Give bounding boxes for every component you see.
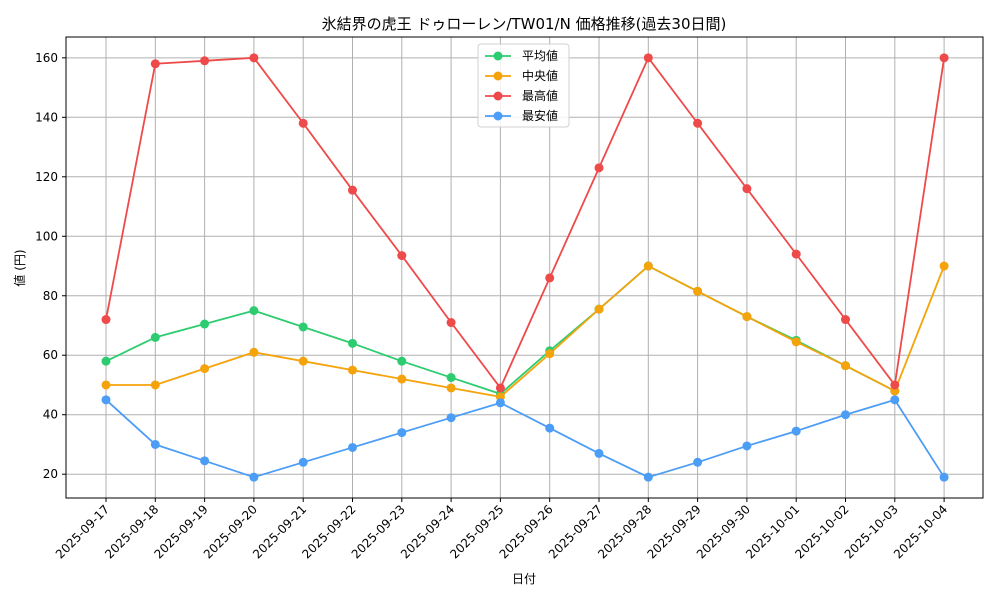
grid <box>66 37 983 498</box>
data-point <box>298 322 308 332</box>
data-point <box>348 185 357 195</box>
y-axis-label: 値 (円) <box>12 249 27 286</box>
data-point <box>446 318 456 328</box>
data-point <box>939 261 949 271</box>
data-point <box>249 347 259 357</box>
data-point <box>446 373 456 383</box>
data-point <box>298 356 308 366</box>
data-point <box>397 251 407 261</box>
data-point <box>397 356 407 366</box>
data-point <box>150 332 160 342</box>
data-point <box>249 472 259 482</box>
data-point <box>939 53 949 63</box>
data-point <box>890 395 900 405</box>
y-axis: 20 40 60 80 100 120 140 160 <box>35 51 66 481</box>
data-point <box>348 365 357 375</box>
data-point <box>643 472 653 482</box>
legend-label: 最安値 <box>522 108 558 123</box>
legend-marker <box>493 71 503 81</box>
data-point <box>348 338 357 348</box>
data-point <box>397 374 407 384</box>
series-line <box>105 398 945 479</box>
data-point <box>742 184 752 194</box>
data-point <box>841 410 850 420</box>
x-axis-label: 日付 <box>512 572 536 586</box>
y-tick-label: 20 <box>43 467 58 481</box>
y-tick-label: 40 <box>43 408 58 422</box>
legend-marker <box>493 91 503 101</box>
series-line <box>105 56 945 389</box>
data-point <box>446 413 456 423</box>
y-tick-label: 120 <box>35 170 58 184</box>
series-2 <box>101 53 949 393</box>
y-tick-label: 100 <box>35 229 58 243</box>
data-point <box>495 398 505 408</box>
data-point <box>545 273 555 283</box>
data-point <box>890 380 900 390</box>
data-point <box>791 249 801 259</box>
legend-label: 中央値 <box>522 68 558 83</box>
legend-marker <box>493 111 503 121</box>
data-point <box>446 383 456 393</box>
data-point <box>249 53 259 63</box>
data-point <box>643 53 653 63</box>
legend-entry: 平均値 <box>485 48 558 63</box>
data-point <box>397 428 407 438</box>
legend-label: 平均値 <box>522 48 558 63</box>
data-point <box>101 315 111 325</box>
y-tick-label: 160 <box>35 51 58 65</box>
legend-entry: 中央値 <box>485 68 558 83</box>
data-point <box>150 59 160 69</box>
data-point <box>791 426 801 436</box>
series-1 <box>101 261 949 402</box>
y-tick-label: 60 <box>43 348 58 362</box>
data-point <box>200 319 210 329</box>
legend-entry: 最高値 <box>485 88 558 103</box>
y-tick-label: 140 <box>35 110 58 124</box>
y-tick-label: 80 <box>43 289 58 303</box>
series-line <box>106 265 945 398</box>
data-point <box>841 361 850 371</box>
series-layer <box>101 53 949 482</box>
data-point <box>693 286 703 296</box>
data-point <box>298 457 308 467</box>
data-point <box>150 380 160 390</box>
data-point <box>101 380 111 390</box>
data-point <box>545 349 555 359</box>
series-3 <box>101 395 949 482</box>
data-point <box>594 304 604 314</box>
data-point <box>495 383 505 393</box>
data-point <box>101 395 111 405</box>
data-point <box>742 312 752 322</box>
data-point <box>791 337 801 347</box>
data-point <box>348 442 357 452</box>
x-axis: 2025-09-172025-09-182025-09-192025-09-20… <box>53 498 950 561</box>
data-point <box>200 456 210 466</box>
data-point <box>939 472 949 482</box>
data-point <box>643 261 653 271</box>
data-point <box>841 315 850 325</box>
plot-frame <box>65 36 984 499</box>
data-point <box>200 56 210 66</box>
chart-title: 氷結界の虎王 ドゥローレン/TW01/N 価格推移(過去30日間) <box>322 15 727 33</box>
legend-entry: 最安値 <box>485 108 558 123</box>
data-point <box>298 118 308 128</box>
data-point <box>693 118 703 128</box>
legend-label: 最高値 <box>522 88 558 103</box>
data-point <box>545 423 555 433</box>
data-point <box>200 364 210 374</box>
legend-marker <box>493 51 503 61</box>
data-point <box>101 356 111 366</box>
legend-box <box>477 43 570 128</box>
data-point <box>150 439 160 449</box>
data-point <box>742 441 752 451</box>
data-point <box>693 457 703 467</box>
data-point <box>249 306 259 316</box>
data-point <box>594 448 604 458</box>
data-point <box>594 163 604 173</box>
